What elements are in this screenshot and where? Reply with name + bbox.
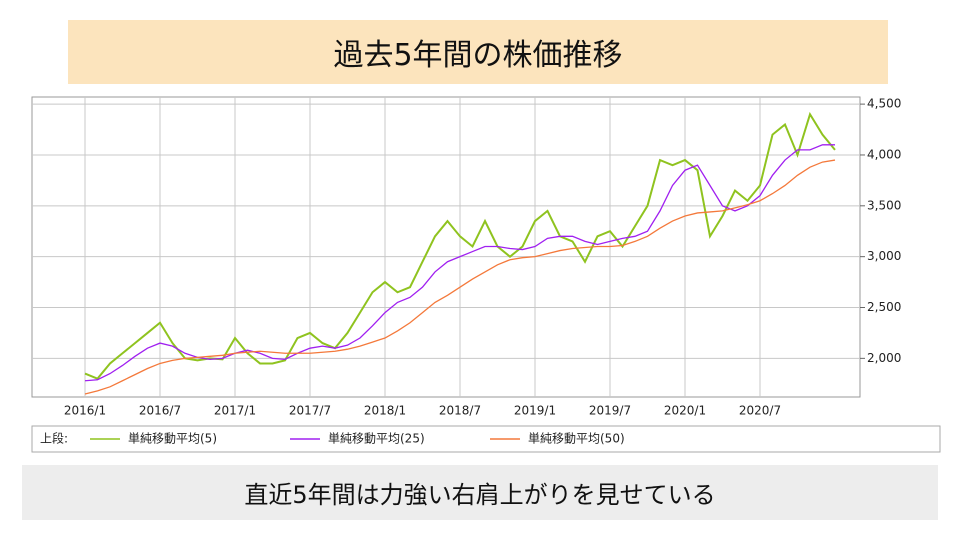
legend-label: 単純移動平均(5) [128, 432, 217, 446]
y-tick-label: 2,000 [867, 351, 901, 365]
x-tick-label: 2017/1 [214, 404, 256, 418]
series-line [84, 144, 835, 382]
legend-prefix: 上段: [40, 431, 68, 446]
x-tick-label: 2019/1 [514, 404, 556, 418]
plot-area [31, 96, 861, 398]
legend-box [31, 425, 941, 453]
caption: 直近5年間は力強い右肩上がりを見せている [244, 481, 716, 509]
x-tick-label: 2020/1 [664, 404, 706, 418]
legend-label: 単純移動平均(50) [528, 432, 625, 446]
series-line [84, 159, 836, 395]
y-tick-label: 3,000 [867, 249, 901, 263]
x-tick-label: 2017/7 [289, 404, 331, 418]
chart-title: 過去5年間の株価推移 [333, 38, 623, 73]
series-line [84, 111, 836, 380]
title-box: 過去5年間の株価推移 [68, 20, 888, 84]
y-tick-label: 4,500 [867, 97, 901, 111]
x-tick-label: 2020/7 [739, 404, 781, 418]
x-tick-label: 2018/7 [439, 404, 481, 418]
legend-label: 単純移動平均(25) [328, 432, 425, 446]
x-tick-label: 2019/7 [589, 404, 631, 418]
caption-box: 直近5年間は力強い右肩上がりを見せている [22, 465, 938, 520]
y-tick-label: 4,000 [867, 147, 901, 161]
x-tick-label: 2016/7 [139, 404, 181, 418]
y-tick-label: 2,500 [867, 300, 901, 314]
y-tick-label: 3,500 [867, 198, 901, 212]
x-tick-label: 2018/1 [364, 404, 406, 418]
x-tick-label: 2016/1 [64, 404, 106, 418]
